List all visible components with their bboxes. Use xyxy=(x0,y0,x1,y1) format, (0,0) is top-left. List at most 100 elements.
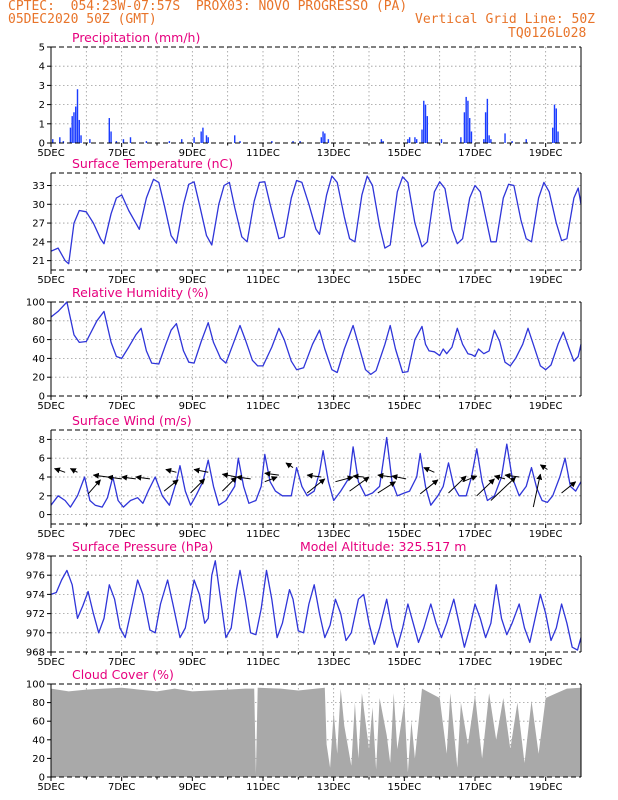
xtick-label: 13DEC xyxy=(317,782,351,793)
xtick-label: 5DEC xyxy=(37,275,64,286)
wind-vector xyxy=(306,472,322,479)
precip-bar xyxy=(299,141,301,143)
ytick-label: 0 xyxy=(39,139,45,150)
wind-vector xyxy=(264,470,279,477)
precip-bar xyxy=(555,108,557,143)
wind-vector xyxy=(504,472,520,479)
wind-vector xyxy=(476,478,495,497)
precip-bar xyxy=(207,137,209,143)
xtick-label: 17DEC xyxy=(458,148,492,159)
wind-vector xyxy=(493,474,506,481)
header-coords: 054:23W-07:57S xyxy=(70,0,181,14)
precip-bar xyxy=(239,141,241,143)
chart-panel-5: 968 970 972 974 976 978 5DEC 7DEC 9DEC 11DEC 13DEC… xyxy=(26,539,582,668)
ytick-label: 21 xyxy=(32,256,45,267)
wind-vector xyxy=(391,474,407,481)
xtick-label: 11DEC xyxy=(246,529,280,540)
xtick-label: 13DEC xyxy=(317,275,351,286)
wind-vector xyxy=(53,467,66,474)
header-model-code: TQ0126L028 xyxy=(508,26,587,41)
xtick-label: 19DEC xyxy=(529,148,563,159)
precip-bar xyxy=(129,137,132,143)
precip-bar xyxy=(234,135,236,143)
xtick-label: 5DEC xyxy=(37,148,64,159)
xtick-label: 9DEC xyxy=(179,657,206,668)
precip-bar xyxy=(525,139,527,143)
chart-panel-1: 0 1 2 3 4 5 5DEC 7DEC 9DEC 11DEC 13DEC 15DEC 17DEC 19… xyxy=(37,30,582,159)
ytick-label: 2 xyxy=(39,100,45,111)
wind-vector xyxy=(106,474,122,481)
xtick-label: 15DEC xyxy=(387,401,421,412)
ytick-label: 20 xyxy=(32,373,45,384)
wind-vector xyxy=(165,467,177,474)
precip-bar xyxy=(484,112,487,143)
wind-vector xyxy=(462,475,478,483)
ytick-label: 80 xyxy=(32,698,45,709)
precip-bar xyxy=(89,139,91,143)
ytick-label: 2 xyxy=(39,491,45,502)
wind-vector xyxy=(423,467,435,473)
wind-vector xyxy=(135,474,150,481)
precip-bar xyxy=(322,131,324,143)
ytick-label: 27 xyxy=(32,219,45,230)
precip-bar xyxy=(73,112,75,143)
xtick-label: 15DEC xyxy=(387,529,421,540)
ytick-label: 0 xyxy=(39,510,45,521)
precip-bar xyxy=(69,127,72,143)
xtick-label: 19DEC xyxy=(529,401,563,412)
xtick-label: 7DEC xyxy=(108,275,135,286)
xtick-label: 5DEC xyxy=(37,657,64,668)
wind-vector xyxy=(377,481,397,494)
ytick-label: 974 xyxy=(26,590,45,601)
ytick-label: 970 xyxy=(26,628,45,639)
precip-bar xyxy=(483,139,485,143)
ytick-label: 0 xyxy=(39,773,45,784)
wind-vector xyxy=(490,476,517,501)
precip-bar xyxy=(80,135,82,143)
wind-vector xyxy=(349,476,370,492)
precip-bar xyxy=(324,133,326,143)
xtick-label: 11DEC xyxy=(246,275,280,286)
precip-bar xyxy=(460,137,462,143)
xtick-label: 19DEC xyxy=(529,782,563,793)
ytick-label: 100 xyxy=(26,680,45,691)
panel-title: Precipitation (mm/h) xyxy=(72,30,200,45)
precip-bar xyxy=(115,141,118,143)
panel-title: Surface Wind (m/s) xyxy=(72,413,192,428)
panel-title: Surface Temperature (nC) xyxy=(72,156,233,171)
precip-bar xyxy=(205,135,208,143)
ytick-label: 3 xyxy=(39,81,45,92)
header-source: CPTEC: xyxy=(8,0,55,14)
ytick-label: 0 xyxy=(39,392,45,403)
wind-vector xyxy=(377,472,393,479)
ytick-label: 100 xyxy=(26,298,45,309)
ytick-label: 20 xyxy=(32,754,45,765)
header-grid-note: Vertical Grid Line: 50Z xyxy=(415,12,596,27)
xtick-label: 19DEC xyxy=(529,275,563,286)
precip-bar xyxy=(380,139,383,143)
precip-bar xyxy=(108,118,111,143)
precip-bar xyxy=(463,112,466,143)
xtick-label: 13DEC xyxy=(317,529,351,540)
wind-vector xyxy=(285,462,294,469)
precip-bar xyxy=(424,104,427,143)
xtick-label: 7DEC xyxy=(108,148,135,159)
precip-bar xyxy=(292,141,294,143)
xtick-label: 7DEC xyxy=(108,529,135,540)
xtick-label: 17DEC xyxy=(458,401,492,412)
wind-vector xyxy=(448,475,467,494)
ytick-label: 976 xyxy=(26,571,45,582)
wind-vector xyxy=(92,472,108,479)
xtick-label: 9DEC xyxy=(179,529,206,540)
precip-bar xyxy=(110,131,112,143)
ytick-label: 972 xyxy=(26,609,45,620)
precip-bar xyxy=(52,139,54,143)
precip-bar xyxy=(71,116,73,143)
wind-vector xyxy=(352,473,364,480)
xtick-label: 5DEC xyxy=(37,401,64,412)
series-line xyxy=(50,436,582,508)
ytick-label: 30 xyxy=(32,200,45,211)
panel-title: Relative Humidity (%) xyxy=(72,285,209,300)
xtick-label: 13DEC xyxy=(317,657,351,668)
precip-bar xyxy=(145,141,148,143)
